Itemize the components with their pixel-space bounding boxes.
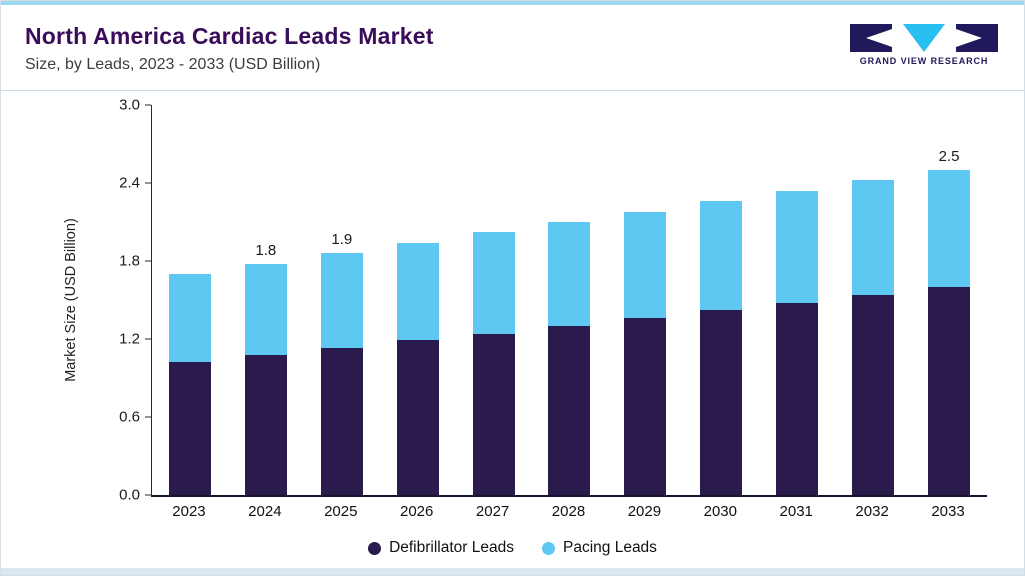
bar-segment-pacing (700, 201, 743, 311)
bar-segment-defibrillator (548, 326, 591, 495)
bar-segment-defibrillator (168, 362, 211, 495)
y-tick-mark (145, 416, 151, 418)
gvr-logo-text: GRAND VIEW RESEARCH (859, 56, 989, 66)
plot-area: 0.0 0.6 1.2 1.8 2.4 3.0 1.8 1.9 2.5 (119, 97, 987, 504)
x-axis-label-2032: 2032 (855, 503, 889, 520)
bar-segment-defibrillator (700, 310, 743, 495)
bar-column-2031 (759, 105, 835, 495)
y-tick-label: 1.8 (119, 252, 140, 270)
x-axis-label-2026: 2026 (399, 503, 434, 520)
bar-segment-pacing (168, 274, 211, 363)
bars-container: 1.8 1.9 2.5 (152, 105, 987, 495)
bar-column-2030 (683, 105, 759, 495)
bar-column-2023 (152, 105, 228, 495)
bar-column-2025: 1.9 (304, 105, 380, 495)
y-tick-mark (145, 338, 151, 340)
bar-column-2033: 2.5 (911, 105, 987, 495)
x-axis-label-2031: 2031 (779, 503, 813, 520)
y-axis-title: Market Size (USD Billion) (63, 218, 79, 382)
x-axis-label-2024: 2024 (248, 503, 282, 520)
x-axis-label-2025: 2025 (324, 503, 358, 520)
x-axis-label-2029: 2029 (627, 503, 662, 520)
bar-column-2024: 1.8 (228, 105, 304, 495)
x-axis-labels: 2023 2024 2025 2026 2027 2028 2029 2030 2031 2032… (151, 503, 986, 520)
y-tick-label: 0.6 (119, 408, 140, 426)
legend-label: Defibrillator Leads (389, 539, 514, 556)
legend-item: Defibrillator Leads (368, 539, 514, 557)
y-tick-mark (145, 260, 151, 262)
bar-segment-defibrillator (928, 287, 971, 495)
bar-segment-defibrillator (396, 340, 439, 495)
bar-segment-pacing (472, 232, 515, 334)
bar-segment-pacing (320, 253, 363, 349)
bar-column-2029 (607, 105, 683, 495)
gvr-logo-icon (850, 24, 998, 52)
bar-total-label: 1.8 (255, 241, 277, 259)
bar-segment-defibrillator (320, 348, 363, 495)
bar-segment-pacing (852, 180, 895, 295)
x-axis-label-2028: 2028 (551, 503, 586, 520)
bar-segment-defibrillator (244, 354, 287, 495)
bar-segment-defibrillator (472, 333, 515, 495)
bar-column-2027 (456, 105, 532, 495)
x-axis-label-2027: 2027 (475, 503, 510, 520)
x-axis-label-2033: 2033 (931, 503, 965, 520)
y-tick-label: 2.4 (119, 174, 140, 192)
header-titles: North America Cardiac Leads Market Size,… (25, 23, 434, 74)
legend-dot (542, 541, 555, 555)
bar-segment-pacing (776, 190, 819, 303)
x-axis-label-2023: 2023 (172, 503, 206, 520)
bar-column-2032 (835, 105, 911, 495)
bar-column-2026 (380, 105, 456, 495)
chart-title: North America Cardiac Leads Market (25, 23, 434, 49)
chart-header: North America Cardiac Leads Market Size,… (25, 23, 1000, 74)
top-accent-bar (1, 1, 1024, 5)
bottom-band (1, 568, 1024, 575)
y-tick-label: 3.0 (119, 96, 140, 114)
y-tick-mark (145, 104, 151, 106)
bar-segment-defibrillator (624, 318, 667, 495)
bar-segment-pacing (244, 263, 287, 355)
bar-segment-pacing (928, 170, 971, 287)
bar-segment-defibrillator (852, 294, 895, 495)
y-tick-mark (145, 494, 151, 496)
y-tick-mark (145, 182, 151, 184)
bar-total-label: 2.5 (938, 148, 960, 165)
chart-subtitle: Size, by Leads, 2023 - 2033 (USD Billion… (25, 56, 321, 73)
bar-segment-defibrillator (776, 302, 819, 495)
bar-column-2028 (532, 105, 608, 495)
bar-segment-pacing (396, 242, 439, 341)
x-axis-label-2030: 2030 (703, 503, 737, 520)
legend: Defibrillator Leads Pacing Leads (1, 539, 1024, 557)
legend-item: Pacing Leads (542, 539, 657, 557)
bar-segment-pacing (548, 222, 591, 326)
header-divider (1, 90, 1024, 91)
bar-segment-pacing (624, 211, 667, 319)
bar-total-label: 1.9 (331, 231, 353, 249)
gvr-logo: GRAND VIEW RESEARCH (848, 23, 1000, 66)
legend-label: Pacing Leads (563, 539, 657, 556)
y-tick-label: 1.2 (119, 330, 140, 348)
legend-dot (368, 541, 382, 555)
y-tick-label: 0.0 (119, 486, 140, 504)
